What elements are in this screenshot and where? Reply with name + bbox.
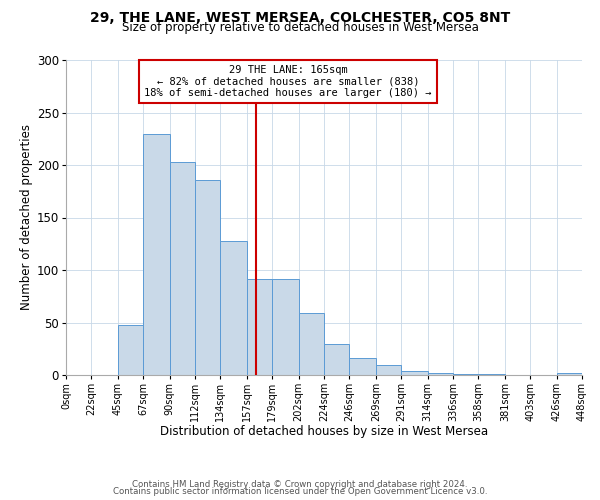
- Bar: [195, 180, 220, 375]
- Bar: [557, 373, 582, 375]
- Text: Contains HM Land Registry data © Crown copyright and database right 2024.: Contains HM Land Registry data © Crown c…: [132, 480, 468, 489]
- Bar: [299, 313, 324, 375]
- Text: Size of property relative to detached houses in West Mersea: Size of property relative to detached ho…: [122, 21, 478, 34]
- Text: Contains public sector information licensed under the Open Government Licence v3: Contains public sector information licen…: [113, 487, 487, 496]
- Bar: [143, 134, 170, 375]
- Bar: [247, 280, 272, 375]
- Bar: [349, 358, 376, 375]
- Bar: [118, 324, 143, 375]
- Bar: [220, 240, 247, 375]
- Bar: [324, 344, 349, 375]
- Bar: [376, 364, 401, 375]
- Text: 29, THE LANE, WEST MERSEA, COLCHESTER, CO5 8NT: 29, THE LANE, WEST MERSEA, COLCHESTER, C…: [90, 11, 510, 25]
- Bar: [428, 373, 453, 375]
- Y-axis label: Number of detached properties: Number of detached properties: [20, 124, 32, 310]
- Bar: [453, 374, 478, 375]
- Text: 29 THE LANE: 165sqm
← 82% of detached houses are smaller (838)
18% of semi-detac: 29 THE LANE: 165sqm ← 82% of detached ho…: [144, 64, 431, 98]
- Bar: [170, 162, 195, 375]
- Bar: [272, 280, 299, 375]
- Bar: [478, 374, 505, 375]
- Bar: [401, 371, 428, 375]
- X-axis label: Distribution of detached houses by size in West Mersea: Distribution of detached houses by size …: [160, 426, 488, 438]
